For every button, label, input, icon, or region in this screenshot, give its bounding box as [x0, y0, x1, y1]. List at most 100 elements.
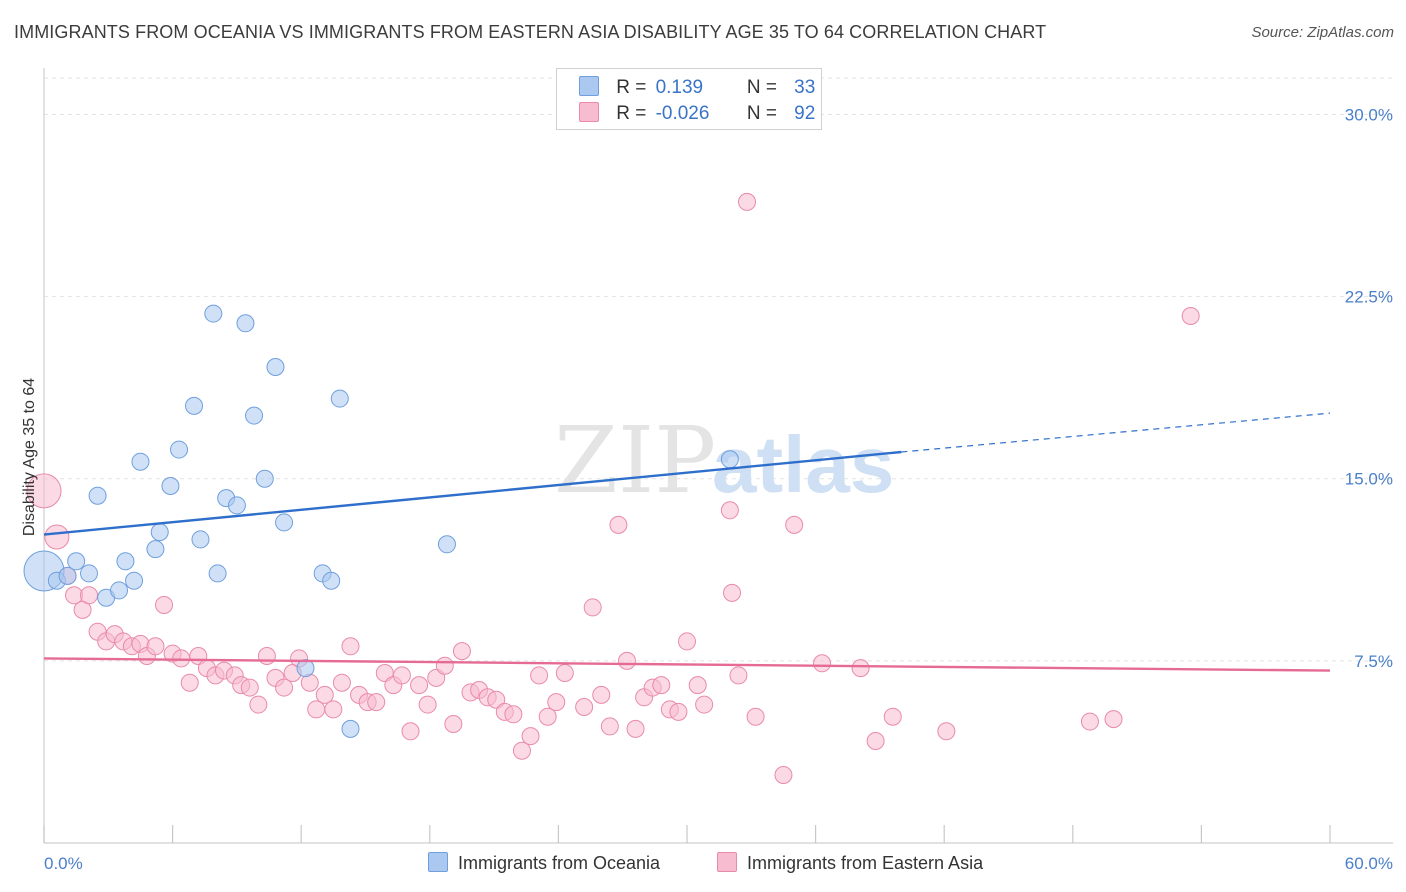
- oceania-point: [150, 523, 169, 542]
- oceania-point: [437, 535, 456, 554]
- oceania-point: [170, 440, 189, 459]
- legend-n-value: 92: [794, 103, 816, 124]
- asia-point: [1181, 307, 1200, 325]
- asia-point: [1104, 710, 1123, 729]
- asia-point: [530, 666, 549, 685]
- legend-item-asia: Immigrants from Eastern Asia: [717, 852, 983, 874]
- asia-point: [883, 707, 902, 726]
- oceania-points: [23, 304, 739, 738]
- y-tick-label: 30.0%: [1345, 105, 1393, 124]
- asia-point: [172, 649, 191, 668]
- asia-point: [937, 722, 956, 741]
- asia-point: [521, 727, 540, 746]
- asia-point: [44, 524, 70, 550]
- chart-title: IMMIGRANTS FROM OCEANIA VS IMMIGRANTS FR…: [14, 22, 1047, 42]
- legend-swatch-oceania: [428, 852, 448, 872]
- asia-point: [435, 656, 454, 675]
- asia-point: [555, 664, 574, 682]
- asia-point: [720, 501, 739, 520]
- asia-point: [444, 715, 463, 733]
- legend-swatch-asia: [717, 852, 737, 872]
- asia-point: [504, 705, 523, 724]
- correlation-legend: R = 0.139 N = 33 R = -0.026 N = 92: [556, 68, 822, 130]
- x-tick-label-min: 0.0%: [44, 854, 83, 873]
- asia-point: [609, 515, 628, 534]
- oceania-point: [341, 719, 360, 738]
- oceania-point: [88, 486, 107, 505]
- legend-item-oceania: Immigrants from Oceania: [428, 852, 660, 874]
- asia-point: [249, 695, 268, 714]
- asia-point: [418, 695, 437, 714]
- oceania-point: [322, 571, 341, 590]
- asia-point: [332, 673, 351, 692]
- y-tick-labels: 7.5% 15.0% 22.5% 30.0%: [1345, 105, 1393, 670]
- asia-point: [452, 642, 471, 661]
- y-tick-label: 22.5%: [1345, 288, 1393, 307]
- asia-point: [307, 700, 326, 719]
- x-tick-label-max: 60.0%: [1345, 854, 1393, 873]
- asia-point: [26, 473, 62, 509]
- asia-point: [688, 676, 707, 695]
- asia-point: [678, 632, 696, 651]
- axes: [43, 68, 1393, 844]
- asia-point: [866, 732, 885, 750]
- legend-row-asia: R = -0.026 N = 92: [579, 102, 815, 126]
- asia-point: [592, 685, 611, 704]
- oceania-point: [80, 564, 99, 583]
- asia-points: [26, 192, 1200, 784]
- legend-r-label: R =: [616, 77, 647, 98]
- oceania-point: [236, 314, 255, 333]
- oceania-point: [146, 540, 165, 559]
- asia-point: [813, 654, 832, 673]
- asia-point: [180, 673, 199, 692]
- oceania-point: [227, 496, 246, 515]
- asia-point: [652, 676, 671, 695]
- legend-r-label: R =: [616, 103, 647, 124]
- watermark: ZIP atlas: [554, 407, 894, 514]
- oceania-point: [208, 564, 227, 583]
- legend-swatch-oceania: [579, 76, 599, 96]
- oceania-point: [245, 406, 264, 425]
- oceania-point: [330, 389, 349, 408]
- oceania-point: [161, 477, 180, 495]
- asia-point: [1080, 712, 1099, 731]
- asia-point: [583, 598, 602, 617]
- oceania-point: [185, 396, 204, 415]
- trendlines: [43, 412, 1331, 672]
- oceania-point: [720, 450, 739, 469]
- asia-point: [774, 766, 793, 784]
- legend-r-value: -0.026: [655, 103, 710, 124]
- gridlines: [44, 77, 1393, 662]
- asia-trendline: [43, 657, 1331, 672]
- oceania-point: [125, 571, 144, 590]
- oceania-point: [255, 469, 274, 488]
- asia-point: [669, 702, 688, 721]
- legend-label-asia: Immigrants from Eastern Asia: [747, 853, 984, 873]
- asia-point: [729, 666, 748, 685]
- oceania-point: [204, 304, 223, 323]
- legend-swatch-asia: [579, 102, 599, 122]
- oceania-point: [110, 581, 129, 600]
- legend-row-oceania: R = 0.139 N = 33: [579, 76, 815, 100]
- oceania-point: [116, 552, 135, 571]
- oceania-point: [131, 452, 150, 471]
- asia-point: [746, 707, 765, 726]
- y-tick-label: 7.5%: [1354, 652, 1393, 671]
- asia-point: [512, 741, 531, 760]
- asia-point: [392, 666, 411, 685]
- asia-point: [617, 651, 636, 670]
- asia-point: [367, 693, 386, 712]
- asia-point: [155, 596, 174, 614]
- oceania-point: [58, 566, 77, 585]
- legend-r-value: 0.139: [655, 77, 704, 98]
- asia-point: [723, 583, 742, 602]
- asia-point: [626, 719, 645, 738]
- oceania-point: [266, 358, 285, 376]
- asia-point: [240, 678, 259, 697]
- watermark-zip: ZIP: [554, 407, 716, 514]
- legend-n-value: 33: [794, 77, 816, 98]
- asia-point: [600, 717, 619, 736]
- asia-point: [65, 586, 84, 605]
- asia-point: [547, 693, 566, 712]
